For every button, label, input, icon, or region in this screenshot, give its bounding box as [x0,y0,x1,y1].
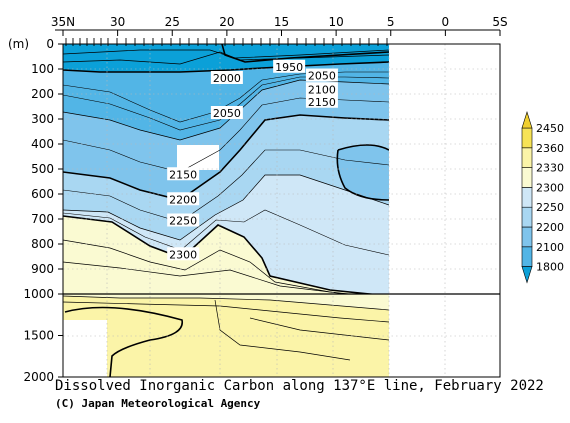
no-data-lower-south [389,294,494,377]
colorbar-band [521,226,533,248]
x-tick-label: 35N [51,15,75,29]
contour-label: 2200 [169,193,197,206]
contour-2300 [63,215,378,294]
colorbar-label: 1800 [536,261,564,274]
y-tick-label: 100 [31,62,54,76]
y-axis-unit-label: (m) [8,37,29,51]
no-data-lower-north [63,320,107,377]
contour-2225 [63,149,389,223]
chart-title: Dissolved Inorganic Carbon along 137°E l… [55,378,544,394]
colorbar-band [521,187,533,208]
contour-label-bg [210,71,243,84]
colorbar-label: 2360 [536,142,564,155]
contour-label: 2150 [169,168,197,181]
contour-label: 2050 [213,107,241,120]
station-marks [65,38,388,46]
contour-1950 [221,44,389,63]
contour-label: 2100 [308,83,336,96]
colorbar-label: 2300 [536,181,564,194]
colorbar-band [521,206,533,228]
y-axis: 0 100 200 300 400 500 600 700 800 900 1000 1500 2000 [23,37,63,384]
contour-2200 [63,114,389,201]
x-tick-label: 5 [387,15,395,29]
contour-label: 2050 [308,70,336,83]
y-tick-label: 600 [31,187,54,201]
contour-2050-core [336,144,389,201]
y-tick-label: 500 [31,162,54,176]
contour-2250 [63,174,389,241]
y-tick-label: 1000 [23,287,54,301]
missing-data-box [177,145,219,170]
grid-lines [63,44,500,377]
y-tick-label: 700 [31,212,54,226]
contour-label-bg [167,167,200,181]
lower-contours [63,295,389,377]
colorbar-band [521,246,533,267]
contour-2330-lower [63,295,389,311]
x-tick-label: 20 [219,15,234,29]
colorbar-label: 2200 [536,221,564,234]
x-axis: 35N 30 25 20 15 10 5 0 5S [51,15,508,36]
contour-label: 2150 [308,96,336,109]
chart-credit: (C) Japan Meteorological Agency [55,397,261,410]
colorbar-band [521,167,533,188]
y-tick-label: 200 [31,87,54,101]
contour-label-bg [167,213,200,227]
contour-label: 2300 [169,248,197,261]
contour-2340-lower [63,301,389,323]
y-tick-label: 1500 [23,329,54,343]
contour-label-bg [305,82,338,96]
colorbar-high-arrow [521,110,533,129]
contour-label-bg [210,106,243,119]
colorbar-label: 2250 [536,201,564,214]
colorbar-low-arrow [521,266,533,284]
contour-2275 [63,209,389,256]
contour-2000 [63,49,389,59]
contour-2325-upper [63,239,348,294]
contour-label: 2000 [213,72,241,85]
colorbar-band [521,147,533,168]
colorbar: 1800 2100 2200 2250 2300 2330 2360 2450 [521,110,564,284]
y-tick-label: 400 [31,137,54,151]
x-tick-label: 25 [165,15,180,29]
y-tick-label: 800 [31,237,54,251]
contour-label: 2250 [169,215,197,228]
contour-label-bg [273,59,306,73]
contour-2360-lower [64,306,183,377]
colorbar-label: 2100 [536,241,564,254]
contour-2355-lower [249,317,389,341]
contour-label: 1950 [275,61,303,74]
x-tick-label: 10 [328,15,343,29]
contour-label-bg [167,192,200,206]
y-tick-label: 900 [31,262,54,276]
colorbar-label: 2330 [536,162,564,175]
colorbar-band [521,127,533,149]
lower-section-fill [63,294,494,377]
x-tick-label: 30 [110,15,125,29]
x-tick-label: 5S [492,15,507,29]
x-tick-label: 0 [442,15,450,29]
contour-label-bg [305,94,338,108]
contour-label-bg [305,68,338,82]
y-tick-label: 0 [46,37,54,51]
colorbar-label: 2450 [536,122,564,135]
core-2050-lens [337,145,389,200]
upper-contours [63,44,389,294]
y-tick-label: 2000 [23,370,54,384]
y-tick-label: 300 [31,112,54,126]
contour-label-bg [167,247,200,261]
contour-2350-lower [214,299,351,361]
x-tick-label: 15 [274,15,289,29]
contour-2100 [63,61,389,73]
